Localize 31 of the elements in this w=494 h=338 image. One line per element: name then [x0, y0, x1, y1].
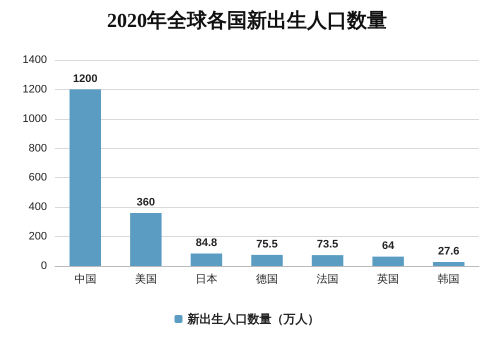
bar [432, 262, 464, 266]
y-tick-label: 800 [28, 142, 47, 154]
x-tick-label: 德国 [256, 274, 278, 286]
data-label: 27.6 [438, 245, 460, 258]
x-tick-label: 美国 [134, 272, 157, 286]
bar [70, 89, 102, 266]
bar [251, 254, 283, 266]
y-tick-label: 1000 [22, 112, 47, 125]
x-tick-label: 中国 [74, 272, 96, 286]
y-tick-label: 600 [28, 172, 47, 184]
bar [130, 213, 162, 266]
chart-title: 2020年全球各国新出生人口数量 [107, 9, 387, 32]
bar [190, 254, 222, 266]
data-label: 360 [136, 196, 156, 209]
y-tick-label: 1400 [22, 54, 47, 66]
y-tick-label: 0 [40, 260, 47, 272]
x-tick-label: 英国 [377, 272, 400, 286]
data-label: 84.8 [196, 237, 218, 250]
legend-label: 新出生人口数量（万人） [186, 312, 320, 326]
bar [312, 255, 344, 266]
data-label: 1200 [73, 72, 98, 85]
x-tick-label: 日本 [195, 272, 218, 286]
y-tick-label: 200 [28, 230, 47, 243]
x-tick-label: 法国 [316, 272, 339, 286]
bar [372, 256, 404, 266]
data-label: 75.5 [256, 238, 278, 250]
y-tick-label: 1200 [22, 83, 47, 96]
data-label: 64 [382, 240, 396, 252]
x-tick-label: 韩国 [438, 272, 460, 286]
data-label: 73.5 [316, 238, 338, 251]
y-tick-label: 400 [28, 201, 47, 214]
